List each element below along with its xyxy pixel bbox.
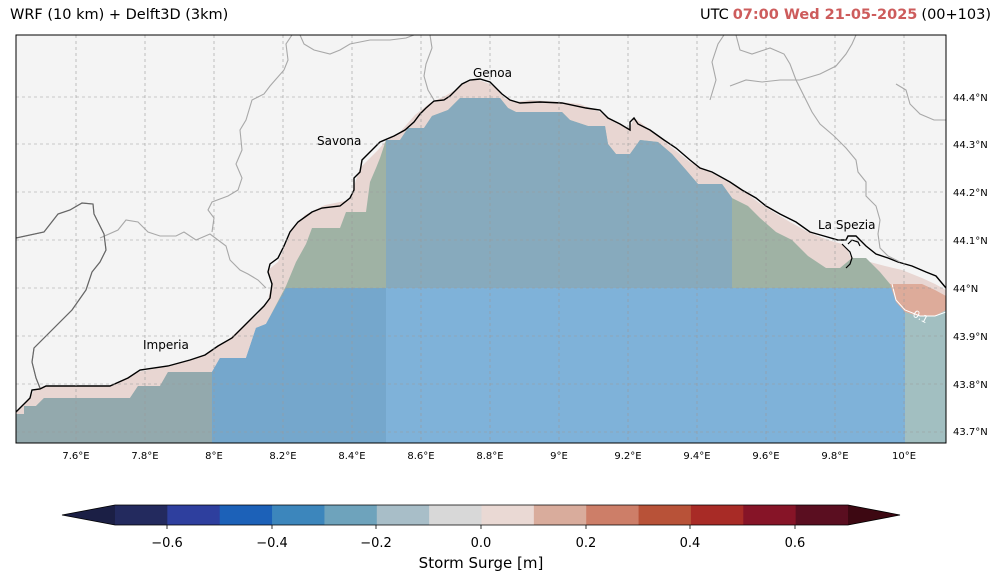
colorbar: −0.6 −0.4 −0.2 0.0 0.2 0.4 0.6 Storm Sur… <box>61 504 901 572</box>
valid-datetime: 07:00 Wed 21-05-2025 <box>732 7 918 23</box>
colorbar-tick-label: 0.0 <box>471 536 492 551</box>
colorbar-segment <box>481 505 535 525</box>
map-panel: 0.1 <box>16 35 946 443</box>
lon-tick: 9.8°E <box>821 451 848 462</box>
colorbar-tick-label: 0.4 <box>680 536 701 551</box>
lon-tick: 8.2°E <box>269 451 296 462</box>
sea-surge-southwest <box>212 288 386 443</box>
sea-surge-east <box>905 310 946 443</box>
lon-tick: 7.6°E <box>62 451 89 462</box>
lon-tick: 10°E <box>892 451 916 462</box>
lon-tick: 9.4°E <box>683 451 710 462</box>
lon-tick: 8.4°E <box>338 451 365 462</box>
lon-tick: 8.8°E <box>476 451 503 462</box>
lon-tick: 8.6°E <box>407 451 434 462</box>
colorbar-tick-label: −0.4 <box>256 536 288 551</box>
colorbar-segment <box>115 505 168 525</box>
lat-tick: 44°N <box>953 284 978 295</box>
lat-tick: 43.9°N <box>953 332 988 343</box>
lon-tick: 7.8°E <box>131 451 158 462</box>
city-label-savona: Savona <box>317 134 361 148</box>
colorbar-segment <box>638 505 692 525</box>
colorbar-segment <box>743 505 797 525</box>
colorbar-over-arrow <box>848 505 900 525</box>
colorbar-segment <box>272 505 325 525</box>
national-border <box>16 202 107 389</box>
inland-borders <box>16 35 946 389</box>
colorbar-label: Storm Surge [m] <box>419 554 544 572</box>
longitude-labels: 7.6°E 7.8°E 8°E 8.2°E 8.4°E 8.6°E 8.8°E … <box>62 451 916 462</box>
colorbar-tick-label: −0.6 <box>151 536 183 551</box>
lat-tick: 44.4°N <box>953 93 988 104</box>
colorbar-segment <box>376 505 430 525</box>
colorbar-segment <box>533 505 587 525</box>
colorbar-segment <box>219 505 273 525</box>
colorbar-segment <box>429 505 482 525</box>
colorbar-segment <box>324 505 378 525</box>
contour-line-01 <box>891 283 946 317</box>
utc-label: UTC <box>699 7 729 23</box>
latitude-labels: 44.4°N 44.3°N 44.2°N 44.1°N 44°N 43.9°N … <box>953 93 988 438</box>
colorbar-segment <box>167 505 221 525</box>
colorbar-under-arrow <box>62 505 115 525</box>
lat-tick: 44.3°N <box>953 140 988 151</box>
colorbar-segment <box>690 505 744 525</box>
colorbar-segments <box>115 505 849 525</box>
lon-tick: 9°E <box>550 451 568 462</box>
lon-tick: 8°E <box>205 451 223 462</box>
forecast-time: UTC 07:00 Wed 21-05-2025 (00+103) <box>696 7 991 23</box>
forecast-run: (00+103) <box>921 7 991 23</box>
lat-tick: 44.2°N <box>953 188 988 199</box>
map-title: WRF (10 km) + Delft3D (3km) <box>10 7 229 23</box>
colorbar-segment <box>586 505 640 525</box>
colorbar-segment <box>795 505 849 525</box>
map-frame <box>15 34 947 444</box>
colorbar-tick-label: −0.2 <box>360 536 392 551</box>
city-label-genoa: Genoa <box>473 66 512 80</box>
lat-tick: 43.8°N <box>953 380 988 391</box>
colorbar-outline <box>61 504 901 526</box>
graticule <box>16 35 946 443</box>
city-label-la-spezia: La Spezia <box>818 218 875 232</box>
colorbar-tick-label: 0.6 <box>785 536 806 551</box>
city-label-imperia: Imperia <box>143 338 189 352</box>
lon-tick: 9.6°E <box>752 451 779 462</box>
coastline <box>16 78 946 413</box>
colorbar-tick-label: 0.2 <box>576 536 597 551</box>
lon-tick: 9.2°E <box>614 451 641 462</box>
sea-surge-west <box>16 372 212 443</box>
colorbar-tick-marks <box>166 525 796 529</box>
lat-tick: 43.7°N <box>953 427 988 438</box>
la-spezia-gulf <box>841 239 861 269</box>
lat-tick: 44.1°N <box>953 236 988 247</box>
